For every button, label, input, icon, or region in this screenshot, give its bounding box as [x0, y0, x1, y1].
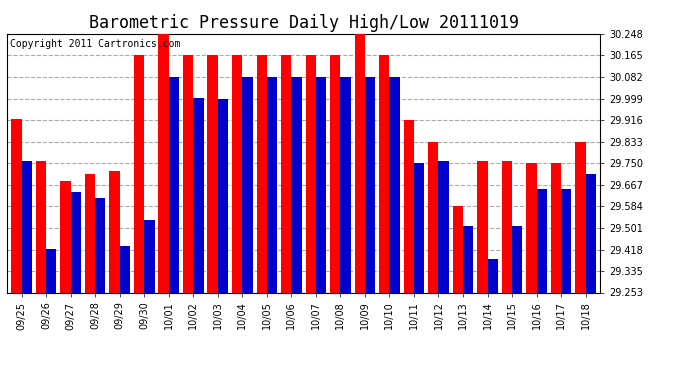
- Bar: [169, 77, 179, 292]
- Bar: [414, 163, 424, 292]
- Bar: [193, 98, 204, 292]
- Bar: [11, 119, 21, 292]
- Bar: [159, 34, 169, 292]
- Bar: [537, 189, 547, 292]
- Bar: [183, 56, 193, 292]
- Bar: [257, 56, 267, 292]
- Bar: [218, 99, 228, 292]
- Bar: [119, 246, 130, 292]
- Bar: [477, 160, 488, 292]
- Title: Barometric Pressure Daily High/Low 20111019: Barometric Pressure Daily High/Low 20111…: [88, 14, 519, 32]
- Bar: [389, 77, 400, 292]
- Bar: [281, 56, 291, 292]
- Bar: [316, 77, 326, 292]
- Bar: [36, 160, 46, 292]
- Bar: [144, 220, 155, 292]
- Bar: [463, 226, 473, 292]
- Bar: [306, 56, 316, 292]
- Bar: [242, 77, 253, 292]
- Bar: [110, 171, 119, 292]
- Bar: [526, 163, 537, 292]
- Bar: [512, 226, 522, 292]
- Bar: [488, 260, 497, 292]
- Bar: [134, 56, 144, 292]
- Bar: [502, 160, 512, 292]
- Bar: [21, 160, 32, 292]
- Bar: [428, 142, 438, 292]
- Bar: [355, 34, 365, 292]
- Bar: [379, 56, 389, 292]
- Bar: [575, 142, 586, 292]
- Bar: [291, 77, 302, 292]
- Bar: [70, 192, 81, 292]
- Bar: [438, 160, 449, 292]
- Text: Copyright 2011 Cartronics.com: Copyright 2011 Cartronics.com: [10, 39, 180, 49]
- Bar: [551, 163, 561, 292]
- Bar: [267, 77, 277, 292]
- Bar: [340, 77, 351, 292]
- Bar: [330, 56, 340, 292]
- Bar: [404, 120, 414, 292]
- Bar: [60, 182, 70, 292]
- Bar: [365, 77, 375, 292]
- Bar: [586, 174, 596, 292]
- Bar: [208, 56, 218, 292]
- Bar: [85, 174, 95, 292]
- Bar: [232, 56, 242, 292]
- Bar: [561, 189, 571, 292]
- Bar: [453, 206, 463, 292]
- Bar: [95, 198, 106, 292]
- Bar: [46, 249, 57, 292]
